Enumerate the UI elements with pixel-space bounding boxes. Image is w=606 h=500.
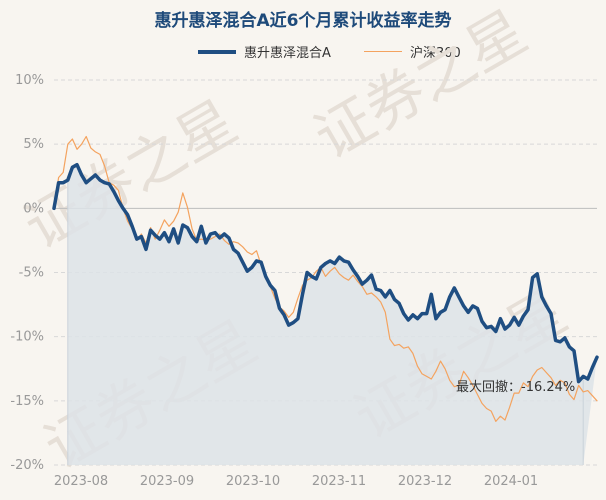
x-tick-label: 2023-12 (398, 474, 452, 489)
legend-item-index[interactable]: 沪深300 (364, 42, 461, 61)
axes: 10% 5% 0% -5% -10% -15% -20% 2023-08 2023-09 2023… (10, 73, 538, 489)
y-tick-label: 10% (15, 73, 44, 88)
legend-label-fund: 惠升惠泽混合A (244, 46, 331, 61)
y-tick-label: 5% (23, 137, 44, 152)
legend-item-fund[interactable]: 惠升惠泽混合A (198, 42, 331, 61)
legend-swatch-index (364, 51, 402, 52)
chart-title: 惠升惠泽混合A近6个月累计收益率走势 (154, 11, 452, 31)
legend-swatch-fund (198, 49, 236, 54)
x-tick-label: 2024-01 (484, 474, 538, 489)
x-tick-label: 2023-08 (54, 474, 108, 489)
legend: 惠升惠泽混合A 沪深300 (0, 42, 606, 62)
x-tick-label: 2023-10 (226, 474, 280, 489)
watermark-text: 证券之星 (303, 0, 538, 172)
x-tick-label: 2023-09 (140, 474, 194, 489)
annotation-layer: 最大回撤：-16.24% (456, 379, 575, 395)
y-tick-label: -5% (19, 266, 44, 281)
y-tick-label: 0% (23, 201, 44, 216)
y-tick-label: -15% (10, 394, 44, 409)
y-tick-label: -10% (10, 330, 44, 345)
max-drawdown-annotation: 最大回撤：-16.24% (456, 379, 575, 395)
legend-label-index: 沪深300 (410, 46, 461, 61)
x-tick-label: 2023-11 (312, 474, 366, 489)
y-tick-label: -20% (10, 458, 44, 473)
series-layer (52, 135, 599, 422)
series-line-fund (52, 162, 599, 384)
grid (54, 79, 597, 466)
